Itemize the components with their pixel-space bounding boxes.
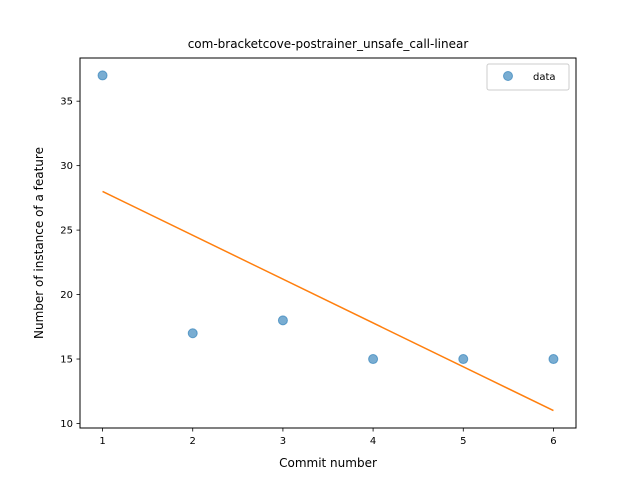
legend: data <box>486 63 570 91</box>
y-tick-label: 25 <box>60 226 73 237</box>
x-tick-label: 1 <box>99 436 105 447</box>
data-point <box>97 70 108 81</box>
y-axis-label: Number of instance of a feature <box>32 147 46 339</box>
legend-marker-data <box>503 71 513 81</box>
data-point <box>187 328 198 339</box>
x-tick-label: 5 <box>460 436 466 447</box>
y-tick-label: 20 <box>60 290 73 301</box>
data-point <box>458 354 469 365</box>
x-tick-label: 6 <box>550 436 556 447</box>
legend-label-data: data <box>533 72 556 83</box>
y-axis: 10 15 20 25 30 35 <box>60 97 80 430</box>
data-point <box>277 315 288 326</box>
linear-fit-line <box>102 190 554 412</box>
x-axis: 1 2 3 4 5 6 <box>99 428 557 447</box>
plot-area <box>97 70 559 412</box>
x-tick-label: 4 <box>370 436 376 447</box>
chart-title: com-bracketcove-postrainer_unsafe_call-l… <box>188 37 469 51</box>
y-tick-label: 35 <box>60 97 73 108</box>
y-tick-label: 15 <box>60 355 73 366</box>
x-tick-label: 3 <box>280 436 286 447</box>
data-point <box>368 354 379 365</box>
data-point <box>548 354 559 365</box>
x-tick-label: 2 <box>190 436 196 447</box>
legend-box <box>486 63 570 91</box>
y-tick-label: 30 <box>60 161 73 172</box>
x-axis-label: Commit number <box>279 456 377 470</box>
y-tick-label: 10 <box>60 419 73 430</box>
axes-frame <box>79 57 577 429</box>
